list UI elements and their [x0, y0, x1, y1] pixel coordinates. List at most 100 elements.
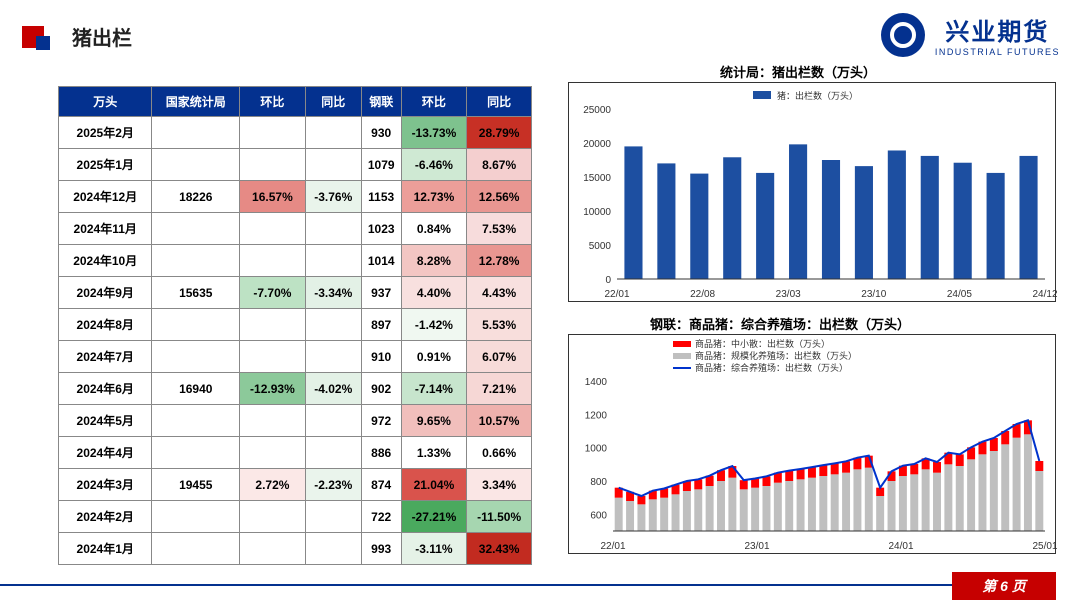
- table-cell: [305, 117, 361, 149]
- table-cell: 8.28%: [401, 245, 467, 277]
- table-cell: 886: [361, 437, 401, 469]
- svg-text:1400: 1400: [585, 377, 608, 388]
- table-cell: 910: [361, 341, 401, 373]
- table-cell: [240, 309, 306, 341]
- table-cell: [305, 213, 361, 245]
- table-cell: -6.46%: [401, 149, 467, 181]
- table-cell: -12.93%: [240, 373, 306, 405]
- table-cell: 6.07%: [467, 341, 532, 373]
- table-cell: -1.42%: [401, 309, 467, 341]
- table-header: 钢联: [361, 87, 401, 117]
- table-cell: 2024年6月: [59, 373, 152, 405]
- table-cell: 3.34%: [467, 469, 532, 501]
- svg-text:22/08: 22/08: [690, 289, 715, 300]
- svg-text:800: 800: [590, 477, 607, 488]
- chart2-frame: 600800100012001400商品猪：中小散：出栏数（万头）商品猪：规模化…: [568, 334, 1056, 554]
- table-cell: [240, 437, 306, 469]
- chart1-title: 统计局：猪出栏数（万头）: [720, 62, 876, 81]
- table-cell: [152, 405, 240, 437]
- svg-text:23/03: 23/03: [776, 289, 801, 300]
- table-row: 2024年6月16940-12.93%-4.02%902-7.14%7.21%: [59, 373, 532, 405]
- logo-en: INDUSTRIAL FUTURES: [935, 47, 1060, 57]
- svg-text:商品猪：综合养殖场：出栏数（万头）: 商品猪：综合养殖场：出栏数（万头）: [695, 362, 848, 373]
- table-cell: 902: [361, 373, 401, 405]
- table-cell: 937: [361, 277, 401, 309]
- table-cell: 2.72%: [240, 469, 306, 501]
- table-row: 2025年1月 1079-6.46%8.67%: [59, 149, 532, 181]
- table-header: 国家统计局: [152, 87, 240, 117]
- table-cell: 1.33%: [401, 437, 467, 469]
- svg-text:0: 0: [605, 275, 611, 286]
- table-cell: -3.76%: [305, 181, 361, 213]
- table-cell: 2024年10月: [59, 245, 152, 277]
- table-cell: [240, 533, 306, 565]
- table-cell: [305, 341, 361, 373]
- table-row: 2024年10月10148.28%12.78%: [59, 245, 532, 277]
- table-cell: 2024年1月: [59, 533, 152, 565]
- table-cell: 19455: [152, 469, 240, 501]
- svg-text:1200: 1200: [585, 410, 608, 421]
- table-cell: 2024年12月: [59, 181, 152, 213]
- table-cell: [152, 149, 240, 181]
- table-cell: 2024年3月: [59, 469, 152, 501]
- chart2-title: 钢联：商品猪：综合养殖场：出栏数（万头）: [650, 314, 910, 333]
- table-cell: 897: [361, 309, 401, 341]
- table-row: 2024年8月 897-1.42%5.53%: [59, 309, 532, 341]
- svg-text:23/10: 23/10: [861, 289, 886, 300]
- table-cell: -11.50%: [467, 501, 532, 533]
- table-cell: -4.02%: [305, 373, 361, 405]
- footer-line: [0, 584, 952, 586]
- table-row: 2025年2月930-13.73%28.79%: [59, 117, 532, 149]
- svg-text:22/01: 22/01: [600, 541, 625, 552]
- table-header: 环比: [401, 87, 467, 117]
- table-cell: 12.73%: [401, 181, 467, 213]
- svg-text:猪：出栏数（万头）: 猪：出栏数（万头）: [777, 90, 858, 101]
- table-cell: [305, 437, 361, 469]
- table-row: 2024年5月9729.65%10.57%: [59, 405, 532, 437]
- svg-text:600: 600: [590, 510, 607, 521]
- table-cell: 4.40%: [401, 277, 467, 309]
- table-cell: [240, 501, 306, 533]
- table-cell: [152, 437, 240, 469]
- table-cell: 28.79%: [467, 117, 532, 149]
- table-cell: 2024年8月: [59, 309, 152, 341]
- table-cell: 32.43%: [467, 533, 532, 565]
- table-cell: 5.53%: [467, 309, 532, 341]
- table-cell: [305, 501, 361, 533]
- table-cell: 2025年1月: [59, 149, 152, 181]
- chart1-frame: 0500010000150002000025000猪：出栏数（万头）22/012…: [568, 82, 1056, 302]
- brand-logo: 兴业期货 INDUSTRIAL FUTURES: [881, 12, 1060, 57]
- table-cell: 1023: [361, 213, 401, 245]
- table-cell: [305, 405, 361, 437]
- header-blue-square: [36, 36, 50, 50]
- svg-text:1000: 1000: [585, 444, 608, 455]
- table-row: 2024年11月10230.84%7.53%: [59, 213, 532, 245]
- svg-text:24/05: 24/05: [947, 289, 972, 300]
- table-row: 2024年12月1822616.57%-3.76%115312.73%12.56…: [59, 181, 532, 213]
- table-cell: 930: [361, 117, 401, 149]
- table-cell: [152, 341, 240, 373]
- table-row: 2024年1月993-3.11%32.43%: [59, 533, 532, 565]
- table-cell: 874: [361, 469, 401, 501]
- table-cell: 8.67%: [467, 149, 532, 181]
- svg-text:24/12: 24/12: [1032, 289, 1057, 300]
- table-cell: [305, 149, 361, 181]
- table-cell: 2024年5月: [59, 405, 152, 437]
- table-cell: 7.53%: [467, 213, 532, 245]
- logo-cn: 兴业期货: [945, 12, 1049, 47]
- table-cell: [305, 245, 361, 277]
- slide-header: 猪出栏: [22, 22, 132, 51]
- svg-text:24/01: 24/01: [888, 541, 913, 552]
- table-cell: 1079: [361, 149, 401, 181]
- chart2-svg: 600800100012001400商品猪：中小散：出栏数（万头）商品猪：规模化…: [569, 335, 1057, 555]
- chart1-svg: 0500010000150002000025000猪：出栏数（万头）22/012…: [569, 83, 1057, 303]
- table-cell: [240, 149, 306, 181]
- table-cell: [240, 245, 306, 277]
- table-cell: 10.57%: [467, 405, 532, 437]
- table-cell: 2024年7月: [59, 341, 152, 373]
- svg-text:23/01: 23/01: [744, 541, 769, 552]
- table-cell: 21.04%: [401, 469, 467, 501]
- table-cell: 2025年2月: [59, 117, 152, 149]
- table-header: 万头: [59, 87, 152, 117]
- table-row: 2024年3月194552.72%-2.23%87421.04%3.34%: [59, 469, 532, 501]
